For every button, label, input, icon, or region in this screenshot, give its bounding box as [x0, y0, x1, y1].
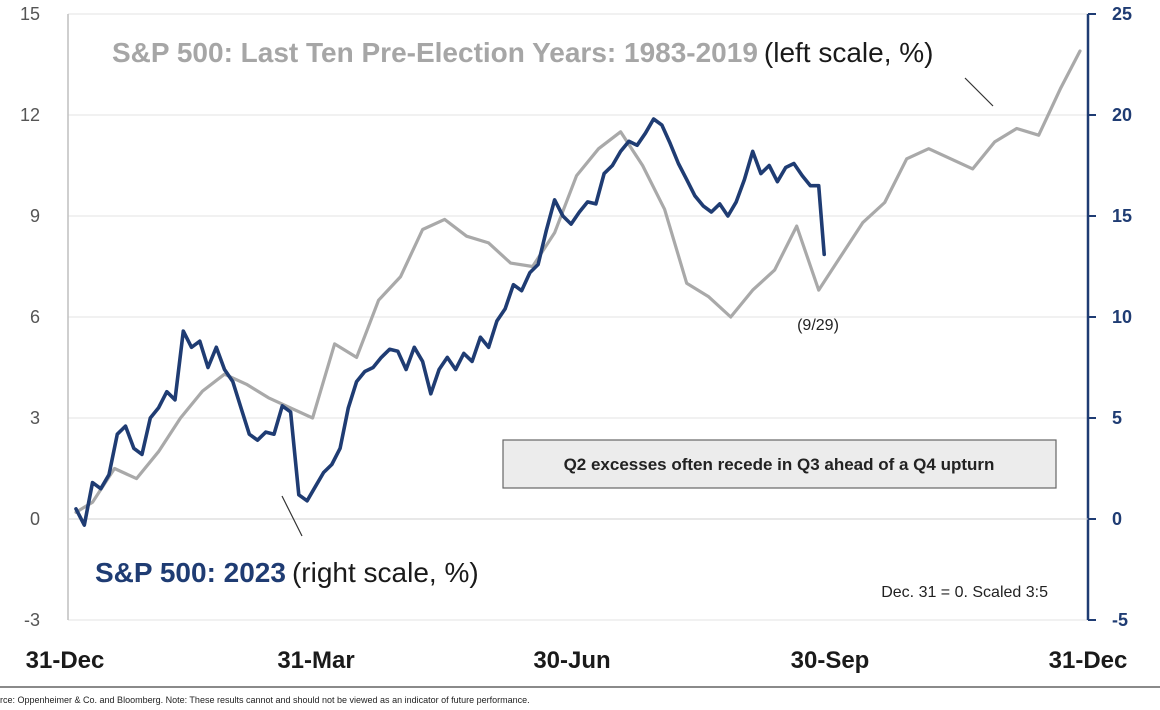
gray-series-title: S&P 500: Last Ten Pre-Election Years: 19…: [112, 37, 934, 68]
right-tick-label: -5: [1112, 610, 1128, 630]
right-tick-label: 0: [1112, 509, 1122, 529]
source-text: rce: Oppenheimer & Co. and Bloomberg. No…: [0, 695, 530, 705]
right-tick-label: 20: [1112, 105, 1132, 125]
date-annotation: (9/29): [797, 317, 839, 334]
gray-series-leader-line: [964, 77, 994, 107]
series-line-pre-election: [74, 49, 1082, 514]
blue-series-title: S&P 500: 2023 (right scale, %): [95, 557, 479, 588]
callout-box: [502, 439, 1057, 489]
right-axis-ticks: 25 20 15 10 5 0 -5: [1088, 4, 1132, 630]
series-group: [74, 49, 1082, 527]
callout-text: Q2 excesses often recede in Q3 ahead of …: [564, 455, 995, 474]
left-tick-label: 0: [30, 509, 40, 529]
x-tick-label: 31-Dec: [1049, 647, 1128, 674]
left-axis-ticks: 15 12 9 6 3 0 -3: [20, 4, 40, 630]
left-tick-label: 15: [20, 4, 40, 24]
right-tick-label: 5: [1112, 408, 1122, 428]
blue-series-leader-line: [281, 495, 303, 537]
right-tick-label: 15: [1112, 206, 1132, 226]
x-tick-label: 30-Sep: [791, 647, 870, 674]
scaling-note: Dec. 31 = 0. Scaled 3:5: [881, 584, 1048, 601]
left-tick-label: 6: [30, 307, 40, 327]
left-tick-label: 12: [20, 105, 40, 125]
right-tick-label: 25: [1112, 4, 1132, 24]
series-line-2023: [74, 117, 826, 527]
x-tick-label: 30-Jun: [533, 647, 610, 674]
left-tick-label: 9: [30, 206, 40, 226]
x-tick-label: 31-Dec: [26, 647, 105, 674]
left-tick-label: 3: [30, 408, 40, 428]
x-axis-ticks: 31-Dec 31-Mar 30-Jun 30-Sep 31-Dec: [26, 647, 1128, 674]
left-tick-label: -3: [24, 610, 40, 630]
right-tick-label: 10: [1112, 307, 1132, 327]
x-tick-label: 31-Mar: [277, 647, 354, 674]
gridlines: [68, 13, 1088, 621]
